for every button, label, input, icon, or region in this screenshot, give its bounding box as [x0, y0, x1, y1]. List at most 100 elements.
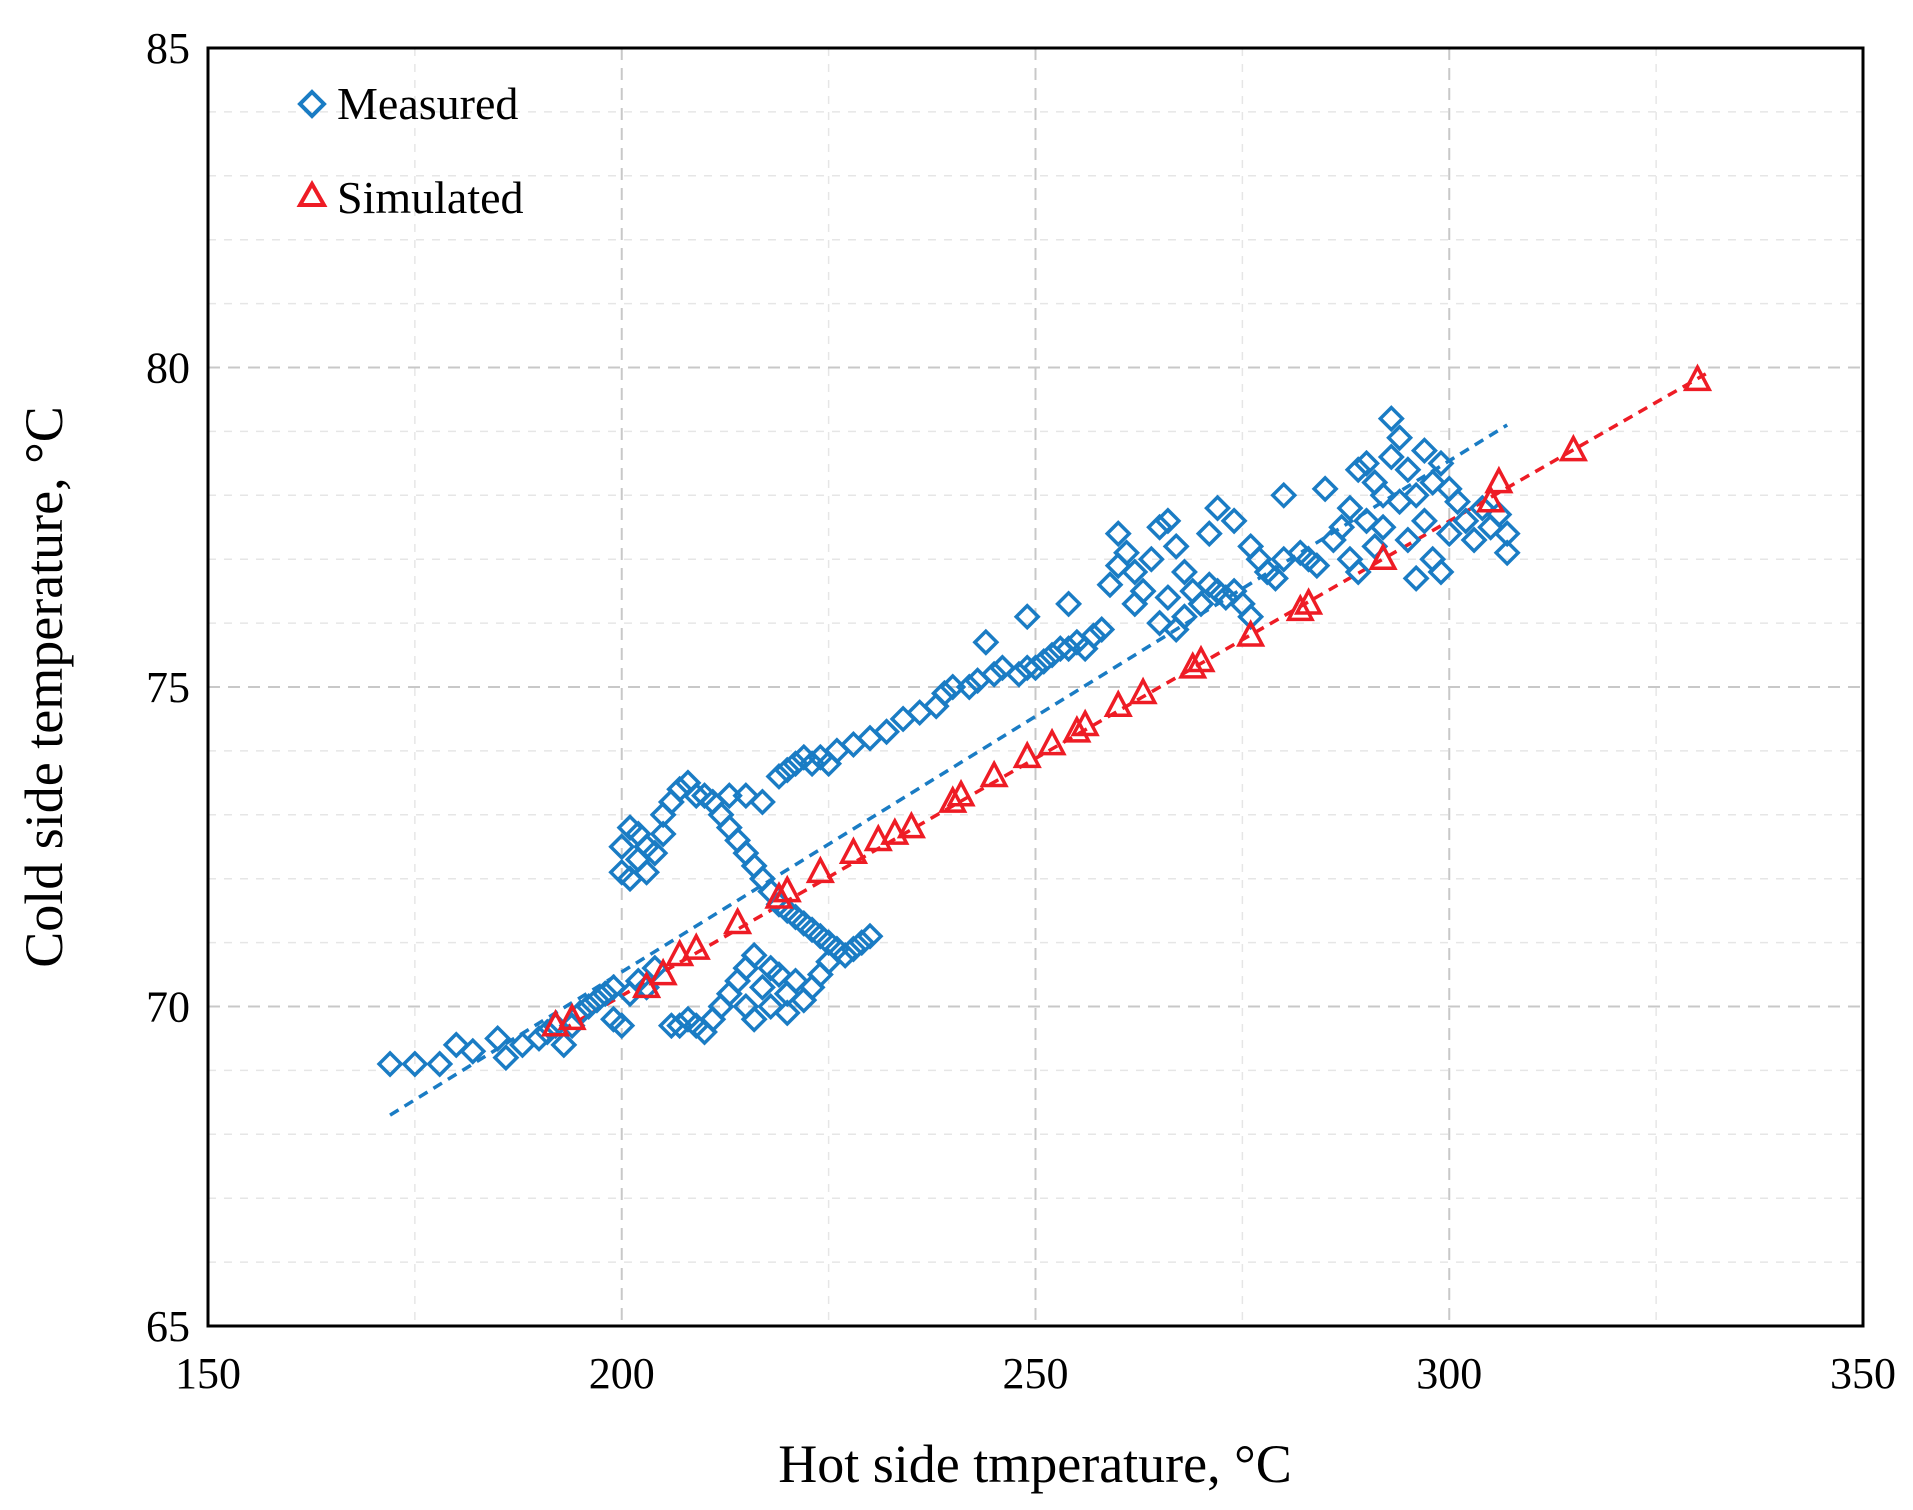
point-simulated — [1682, 363, 1713, 392]
point-simulated — [938, 785, 968, 813]
point-measured — [1452, 507, 1480, 535]
point-measured — [1311, 475, 1339, 503]
point-measured — [682, 782, 710, 810]
point-measured — [666, 775, 694, 803]
point-simulated — [1368, 542, 1398, 571]
point-simulated — [838, 836, 869, 864]
point-simulated — [946, 778, 976, 807]
legend-label-measured: Measured — [337, 78, 518, 129]
point-measured — [1237, 603, 1265, 631]
legend-item-measured: Measured — [297, 78, 518, 129]
point-measured — [1146, 513, 1174, 541]
point-simulated — [1128, 676, 1158, 705]
point-measured — [1204, 494, 1232, 522]
y-tick-label: 80 — [146, 344, 190, 393]
point-measured — [748, 973, 776, 1001]
point-measured — [757, 993, 785, 1020]
point-measured — [1353, 449, 1380, 477]
point-measured — [1303, 552, 1331, 580]
point-measured — [575, 993, 603, 1020]
point-measured — [1022, 654, 1049, 682]
point-simulated — [764, 881, 794, 909]
point-measured — [1386, 424, 1414, 452]
point-measured — [839, 935, 867, 963]
point-measured — [1377, 443, 1405, 471]
legend-label-simulated: Simulated — [337, 172, 524, 223]
point-measured — [1154, 507, 1182, 535]
point-simulated — [1037, 727, 1067, 756]
point-measured — [1336, 494, 1364, 522]
point-measured — [1344, 456, 1372, 484]
x-tick-label: 150 — [175, 1349, 241, 1398]
point-measured — [641, 839, 669, 867]
point-measured — [1104, 520, 1132, 548]
point-simulated — [979, 759, 1009, 788]
point-measured — [1261, 564, 1289, 592]
point-measured — [748, 788, 776, 816]
point-measured — [815, 948, 843, 976]
y-tick-label: 70 — [146, 983, 190, 1032]
point-simulated — [1186, 644, 1216, 673]
point-measured — [955, 673, 983, 701]
point-measured — [1154, 584, 1182, 612]
point-simulated — [1103, 689, 1133, 718]
point-measured — [1328, 513, 1356, 541]
point-measured — [600, 973, 627, 1001]
point-measured — [1493, 539, 1521, 567]
point-simulated — [805, 855, 835, 884]
y-axis-title: Cold side temperature, °C — [14, 406, 74, 967]
point-measured — [1344, 558, 1372, 586]
x-axis-title: Hot side tmperature, °C — [778, 1434, 1291, 1494]
point-simulated — [1236, 619, 1266, 647]
data-points — [376, 363, 1713, 1078]
tick-labels: 150 200 250 300 350 65 70 75 80 85 — [146, 24, 1896, 1398]
point-measured — [1187, 590, 1215, 618]
point-measured — [1113, 539, 1141, 567]
legend-item-simulated: Simulated — [296, 172, 524, 223]
point-measured — [442, 1031, 470, 1059]
point-measured — [1402, 564, 1430, 592]
point-simulated — [1070, 708, 1100, 737]
point-simulated — [1558, 433, 1588, 462]
point-measured — [1410, 507, 1438, 535]
point-measured — [1170, 603, 1198, 631]
legend-marker-diamond — [297, 89, 327, 119]
point-measured — [492, 1044, 520, 1072]
point-measured — [732, 782, 760, 810]
point-measured — [1270, 481, 1298, 509]
point-measured — [1468, 494, 1496, 522]
point-measured — [1121, 558, 1149, 586]
point-measured — [740, 1005, 768, 1033]
point-simulated — [1484, 465, 1514, 494]
point-measured — [401, 1050, 429, 1078]
point-measured — [988, 654, 1016, 682]
point-measured — [426, 1050, 454, 1078]
point-simulated — [772, 874, 802, 903]
point-measured — [1220, 507, 1248, 535]
point-measured — [773, 756, 801, 784]
point-simulated — [648, 957, 678, 986]
point-measured — [1195, 520, 1223, 548]
point-measured — [550, 1031, 578, 1059]
point-measured — [1419, 469, 1447, 496]
point-simulated — [722, 906, 753, 935]
point-measured — [1079, 622, 1107, 650]
point-measured — [484, 1024, 512, 1052]
point-measured — [1460, 526, 1488, 554]
point-measured — [1088, 616, 1116, 643]
point-simulated — [557, 1002, 587, 1031]
point-measured — [583, 986, 611, 1014]
point-measured — [1129, 577, 1157, 605]
point-measured — [831, 941, 859, 969]
point-measured — [1055, 590, 1083, 618]
point-simulated — [681, 932, 711, 960]
point-measured — [856, 922, 884, 950]
point-measured — [1410, 437, 1438, 465]
point-measured — [1369, 481, 1397, 509]
y-tick-label: 75 — [146, 663, 190, 712]
point-measured — [1435, 520, 1463, 548]
point-measured — [1444, 488, 1472, 516]
point-measured — [591, 980, 619, 1008]
point-measured — [1369, 513, 1397, 541]
